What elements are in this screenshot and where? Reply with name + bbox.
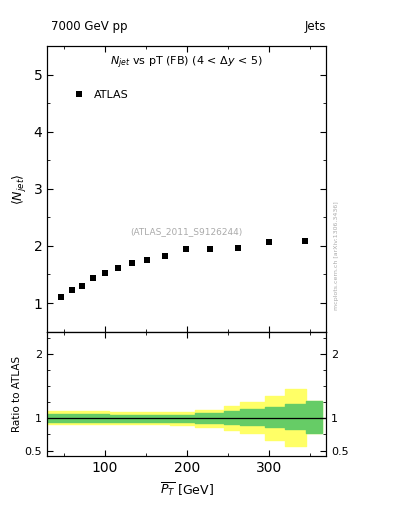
Text: $N_{jet}$ vs pT (FB) (4 < $\Delta y$ < 5): $N_{jet}$ vs pT (FB) (4 < $\Delta y$ < 5… — [110, 55, 263, 71]
ATLAS — [163, 253, 168, 259]
X-axis label: $\overline{P_T}$ [GeV]: $\overline{P_T}$ [GeV] — [160, 480, 213, 498]
ATLAS — [303, 238, 307, 244]
ATLAS — [184, 246, 188, 252]
ATLAS — [129, 260, 134, 266]
Y-axis label: $\langle N_{jet}\rangle$: $\langle N_{jet}\rangle$ — [11, 173, 29, 205]
ATLAS — [116, 265, 120, 271]
Text: (ATLAS_2011_S9126244): (ATLAS_2011_S9126244) — [130, 227, 243, 236]
ATLAS — [102, 270, 107, 276]
ATLAS — [266, 239, 271, 245]
Text: 7000 GeV pp: 7000 GeV pp — [51, 20, 128, 33]
Legend: ATLAS: ATLAS — [64, 86, 133, 105]
ATLAS — [80, 283, 85, 289]
ATLAS — [91, 275, 95, 282]
Text: Jets: Jets — [305, 20, 326, 33]
ATLAS — [207, 246, 212, 252]
Y-axis label: Ratio to ATLAS: Ratio to ATLAS — [12, 355, 22, 432]
ATLAS — [235, 245, 240, 251]
Text: mcplots.cern.ch [arXiv:1306.3436]: mcplots.cern.ch [arXiv:1306.3436] — [334, 202, 338, 310]
Line: ATLAS: ATLAS — [58, 238, 308, 301]
ATLAS — [145, 257, 150, 263]
ATLAS — [59, 294, 64, 301]
ATLAS — [70, 287, 74, 293]
